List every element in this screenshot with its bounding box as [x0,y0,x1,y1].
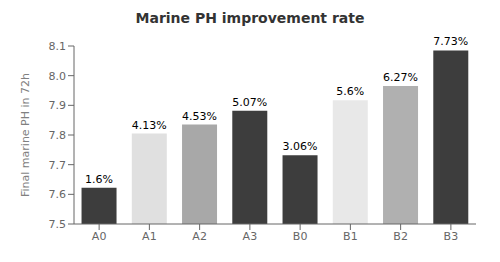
svg-text:5.07%: 5.07% [232,96,267,109]
svg-text:8.0: 8.0 [49,70,67,83]
svg-text:A1: A1 [142,230,157,243]
svg-text:7.73%: 7.73% [433,35,468,48]
svg-text:7.6: 7.6 [49,188,67,201]
html-text:Marine PH improvement rate: Marine PH improvement rate [135,10,365,26]
svg-text:3.06%: 3.06% [283,140,318,153]
svg-text:B3: B3 [444,230,459,243]
svg-text:7.5: 7.5 [49,218,67,231]
svg-text:A3: A3 [243,230,258,243]
svg-text:5.6%: 5.6% [336,85,364,98]
svg-text:Final marine PH in 72h: Final marine PH in 72h [19,73,32,197]
svg-text:7.8: 7.8 [49,129,67,142]
svg-text:4.53%: 4.53% [182,110,217,123]
svg-text:6.27%: 6.27% [383,71,418,84]
svg-text:1.6%: 1.6% [85,173,113,186]
svg-text:7.9: 7.9 [49,99,67,112]
svg-text:4.13%: 4.13% [132,119,167,132]
svg-text:B0: B0 [293,230,308,243]
svg-text:B2: B2 [393,230,408,243]
svg-text:A0: A0 [92,230,107,243]
svg-text:A2: A2 [192,230,207,243]
svg-text:8.1: 8.1 [49,40,67,53]
svg-text:B1: B1 [343,230,358,243]
svg-text:7.7: 7.7 [49,159,67,172]
